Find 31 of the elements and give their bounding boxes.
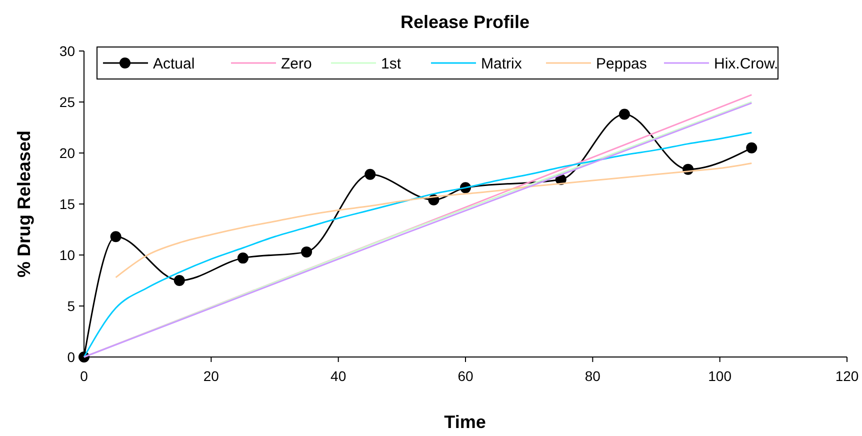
point <box>110 231 122 242</box>
y-tick-label: 20 <box>59 144 76 161</box>
x-tick-label: 80 <box>584 368 601 384</box>
x-tick-label: 20 <box>203 368 220 384</box>
point <box>174 275 185 286</box>
legend-label: Peppas <box>596 55 647 72</box>
point <box>364 168 376 180</box>
y-tick-label: 5 <box>67 298 76 314</box>
legend-label: Hix.Crow. <box>714 55 778 72</box>
point <box>746 142 758 154</box>
x-tick-label: 100 <box>708 368 732 384</box>
x-axis-title: Time <box>444 412 486 432</box>
y-tick-label: 25 <box>59 94 76 110</box>
point <box>618 108 630 120</box>
x-tick-label: 120 <box>835 368 859 384</box>
point <box>301 246 312 258</box>
y-tick-label: 15 <box>59 196 76 212</box>
y-tick-label: 10 <box>59 246 76 263</box>
legend-label: 1st <box>381 55 402 72</box>
point <box>237 252 248 264</box>
chart-title: Release Profile <box>400 12 530 32</box>
legend-label: Matrix <box>481 55 522 72</box>
x-tick-label: 60 <box>458 368 474 384</box>
x-tick-label: 40 <box>330 368 346 384</box>
y-tick-label: 30 <box>59 42 76 59</box>
line-series <box>115 162 752 278</box>
x-tick-label: 0 <box>80 368 88 384</box>
y-axis-title: % Drug Released <box>14 130 34 278</box>
legend-label: Zero <box>281 55 312 72</box>
legend-label: Actual <box>153 55 195 72</box>
y-tick-label: 0 <box>67 348 76 365</box>
